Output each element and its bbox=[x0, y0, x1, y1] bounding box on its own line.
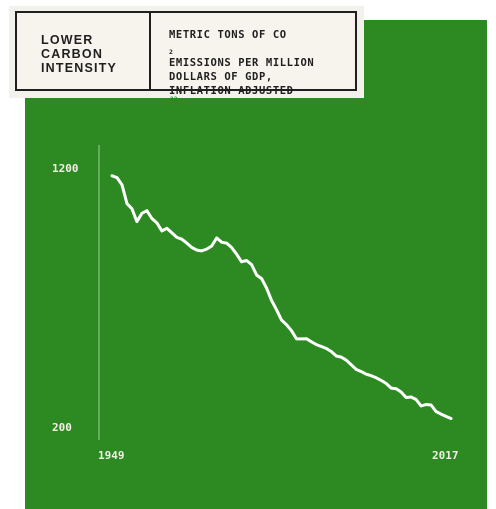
desc-line-1-text: METRIC TONS OF CO bbox=[169, 29, 287, 41]
co2-subscript: 2 bbox=[169, 48, 174, 56]
footnote-marker: 22 bbox=[170, 96, 178, 103]
desc-line-2: EMISSIONS PER MILLION bbox=[169, 57, 315, 69]
title-line-2: CARBON bbox=[41, 47, 104, 61]
desc-line-1: METRIC TONS OF CO 2 bbox=[169, 28, 355, 56]
chart-header: LOWER CARBON INTENSITY METRIC TONS OF CO… bbox=[15, 11, 357, 103]
chart-panel bbox=[25, 20, 487, 509]
y-tick-label-200: 200 bbox=[52, 421, 72, 434]
title-line-3: INTENSITY bbox=[41, 61, 118, 75]
desc-line-3: DOLLARS OF GDP, bbox=[169, 71, 273, 83]
x-tick-label-2017: 2017 bbox=[432, 449, 459, 462]
y-tick-label-1200: 1200 bbox=[52, 162, 79, 175]
chart-description: METRIC TONS OF CO 2 EMISSIONS PER MILLION… bbox=[151, 13, 355, 103]
desc-line-4-text: INFLATION ADJUSTED bbox=[169, 85, 294, 97]
title-line-1: LOWER bbox=[41, 33, 94, 47]
desc-line-4: INFLATION ADJUSTED 22 bbox=[169, 84, 355, 112]
x-tick-label-1949: 1949 bbox=[98, 449, 125, 462]
series-line-carbon-intensity bbox=[110, 174, 453, 420]
chart-title: LOWER CARBON INTENSITY bbox=[17, 13, 151, 89]
